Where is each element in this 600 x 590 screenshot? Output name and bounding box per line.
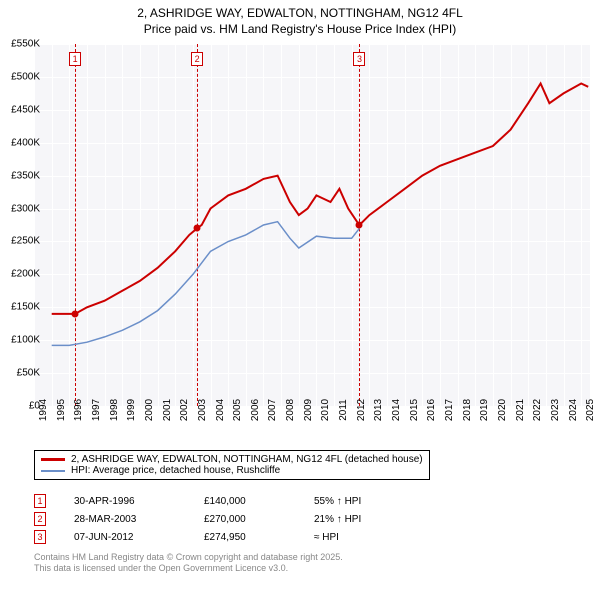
legend-item: 2, ASHRIDGE WAY, EDWALTON, NOTTINGHAM, N… [41,454,423,465]
footer: Contains HM Land Registry data © Crown c… [34,552,343,575]
sale-marker: 1 [34,494,46,508]
sale-date: 07-JUN-2012 [74,532,204,543]
sales-row: 2 28-MAR-2003 £270,000 21% ↑ HPI [34,510,434,528]
series-hpi [52,222,360,346]
sale-price: £140,000 [204,496,314,507]
y-tick-label: £150K [11,302,40,313]
legend-label: 2, ASHRIDGE WAY, EDWALTON, NOTTINGHAM, N… [71,454,423,465]
chart-area: 123 [34,44,590,406]
x-tick-label: 2017 [444,399,455,421]
sales-row: 3 07-JUN-2012 £274,950 ≈ HPI [34,528,434,546]
sale-marker: 2 [34,512,46,526]
x-tick-label: 2003 [197,399,208,421]
sale-dot [194,225,201,232]
sale-marker: 3 [34,530,46,544]
x-tick-label: 2013 [373,399,384,421]
series-price_paid [52,84,589,314]
y-tick-label: £350K [11,170,40,181]
y-tick-label: £450K [11,104,40,115]
sale-dot [356,222,363,229]
x-tick-label: 2016 [426,399,437,421]
x-tick-label: 1998 [109,399,120,421]
y-tick-label: £550K [11,39,40,50]
x-tick-label: 2012 [356,399,367,421]
sale-delta: ≈ HPI [314,532,434,543]
legend-label: HPI: Average price, detached house, Rush… [71,465,280,476]
y-tick-label: £300K [11,203,40,214]
title-block: 2, ASHRIDGE WAY, EDWALTON, NOTTINGHAM, N… [0,0,600,37]
sale-price: £270,000 [204,514,314,525]
sales-table: 1 30-APR-1996 £140,000 55% ↑ HPI 2 28-MA… [34,492,434,546]
sale-delta: 21% ↑ HPI [314,514,434,525]
sale-delta: 55% ↑ HPI [314,496,434,507]
x-tick-label: 2014 [391,399,402,421]
x-tick-label: 2009 [303,399,314,421]
x-tick-label: 2018 [462,399,473,421]
x-tick-label: 2004 [215,399,226,421]
x-tick-label: 2015 [409,399,420,421]
y-tick-label: £50K [17,368,40,379]
title-line2: Price paid vs. HM Land Registry's House … [0,22,600,38]
x-tick-label: 2025 [585,399,596,421]
x-tick-label: 2023 [550,399,561,421]
x-tick-label: 2022 [532,399,543,421]
y-tick-label: £400K [11,137,40,148]
sale-price: £274,950 [204,532,314,543]
x-tick-label: 2020 [497,399,508,421]
sales-row: 1 30-APR-1996 £140,000 55% ↑ HPI [34,492,434,510]
x-tick-label: 1995 [56,399,67,421]
x-tick-label: 1994 [38,399,49,421]
y-tick-label: £100K [11,335,40,346]
x-tick-label: 1999 [126,399,137,421]
line-series [34,44,590,406]
footer-line1: Contains HM Land Registry data © Crown c… [34,552,343,563]
sale-date: 30-APR-1996 [74,496,204,507]
x-tick-label: 2024 [568,399,579,421]
x-tick-label: 2006 [250,399,261,421]
x-tick-label: 2011 [338,399,349,421]
x-tick-label: 2001 [162,399,173,421]
y-tick-label: £250K [11,236,40,247]
sale-dot [72,310,79,317]
x-tick-label: 2005 [232,399,243,421]
legend: 2, ASHRIDGE WAY, EDWALTON, NOTTINGHAM, N… [34,450,430,480]
legend-swatch [41,458,65,461]
x-tick-label: 2019 [479,399,490,421]
x-tick-label: 2007 [267,399,278,421]
y-tick-label: £500K [11,71,40,82]
x-tick-label: 1996 [73,399,84,421]
y-tick-label: £200K [11,269,40,280]
chart-container: 2, ASHRIDGE WAY, EDWALTON, NOTTINGHAM, N… [0,0,600,590]
x-tick-label: 1997 [91,399,102,421]
x-tick-label: 2021 [515,399,526,421]
legend-item: HPI: Average price, detached house, Rush… [41,465,423,476]
title-line1: 2, ASHRIDGE WAY, EDWALTON, NOTTINGHAM, N… [0,6,600,22]
x-tick-label: 2002 [179,399,190,421]
x-tick-label: 2010 [320,399,331,421]
footer-line2: This data is licensed under the Open Gov… [34,563,343,574]
x-tick-label: 2000 [144,399,155,421]
legend-swatch [41,470,65,472]
x-tick-label: 2008 [285,399,296,421]
sale-date: 28-MAR-2003 [74,514,204,525]
